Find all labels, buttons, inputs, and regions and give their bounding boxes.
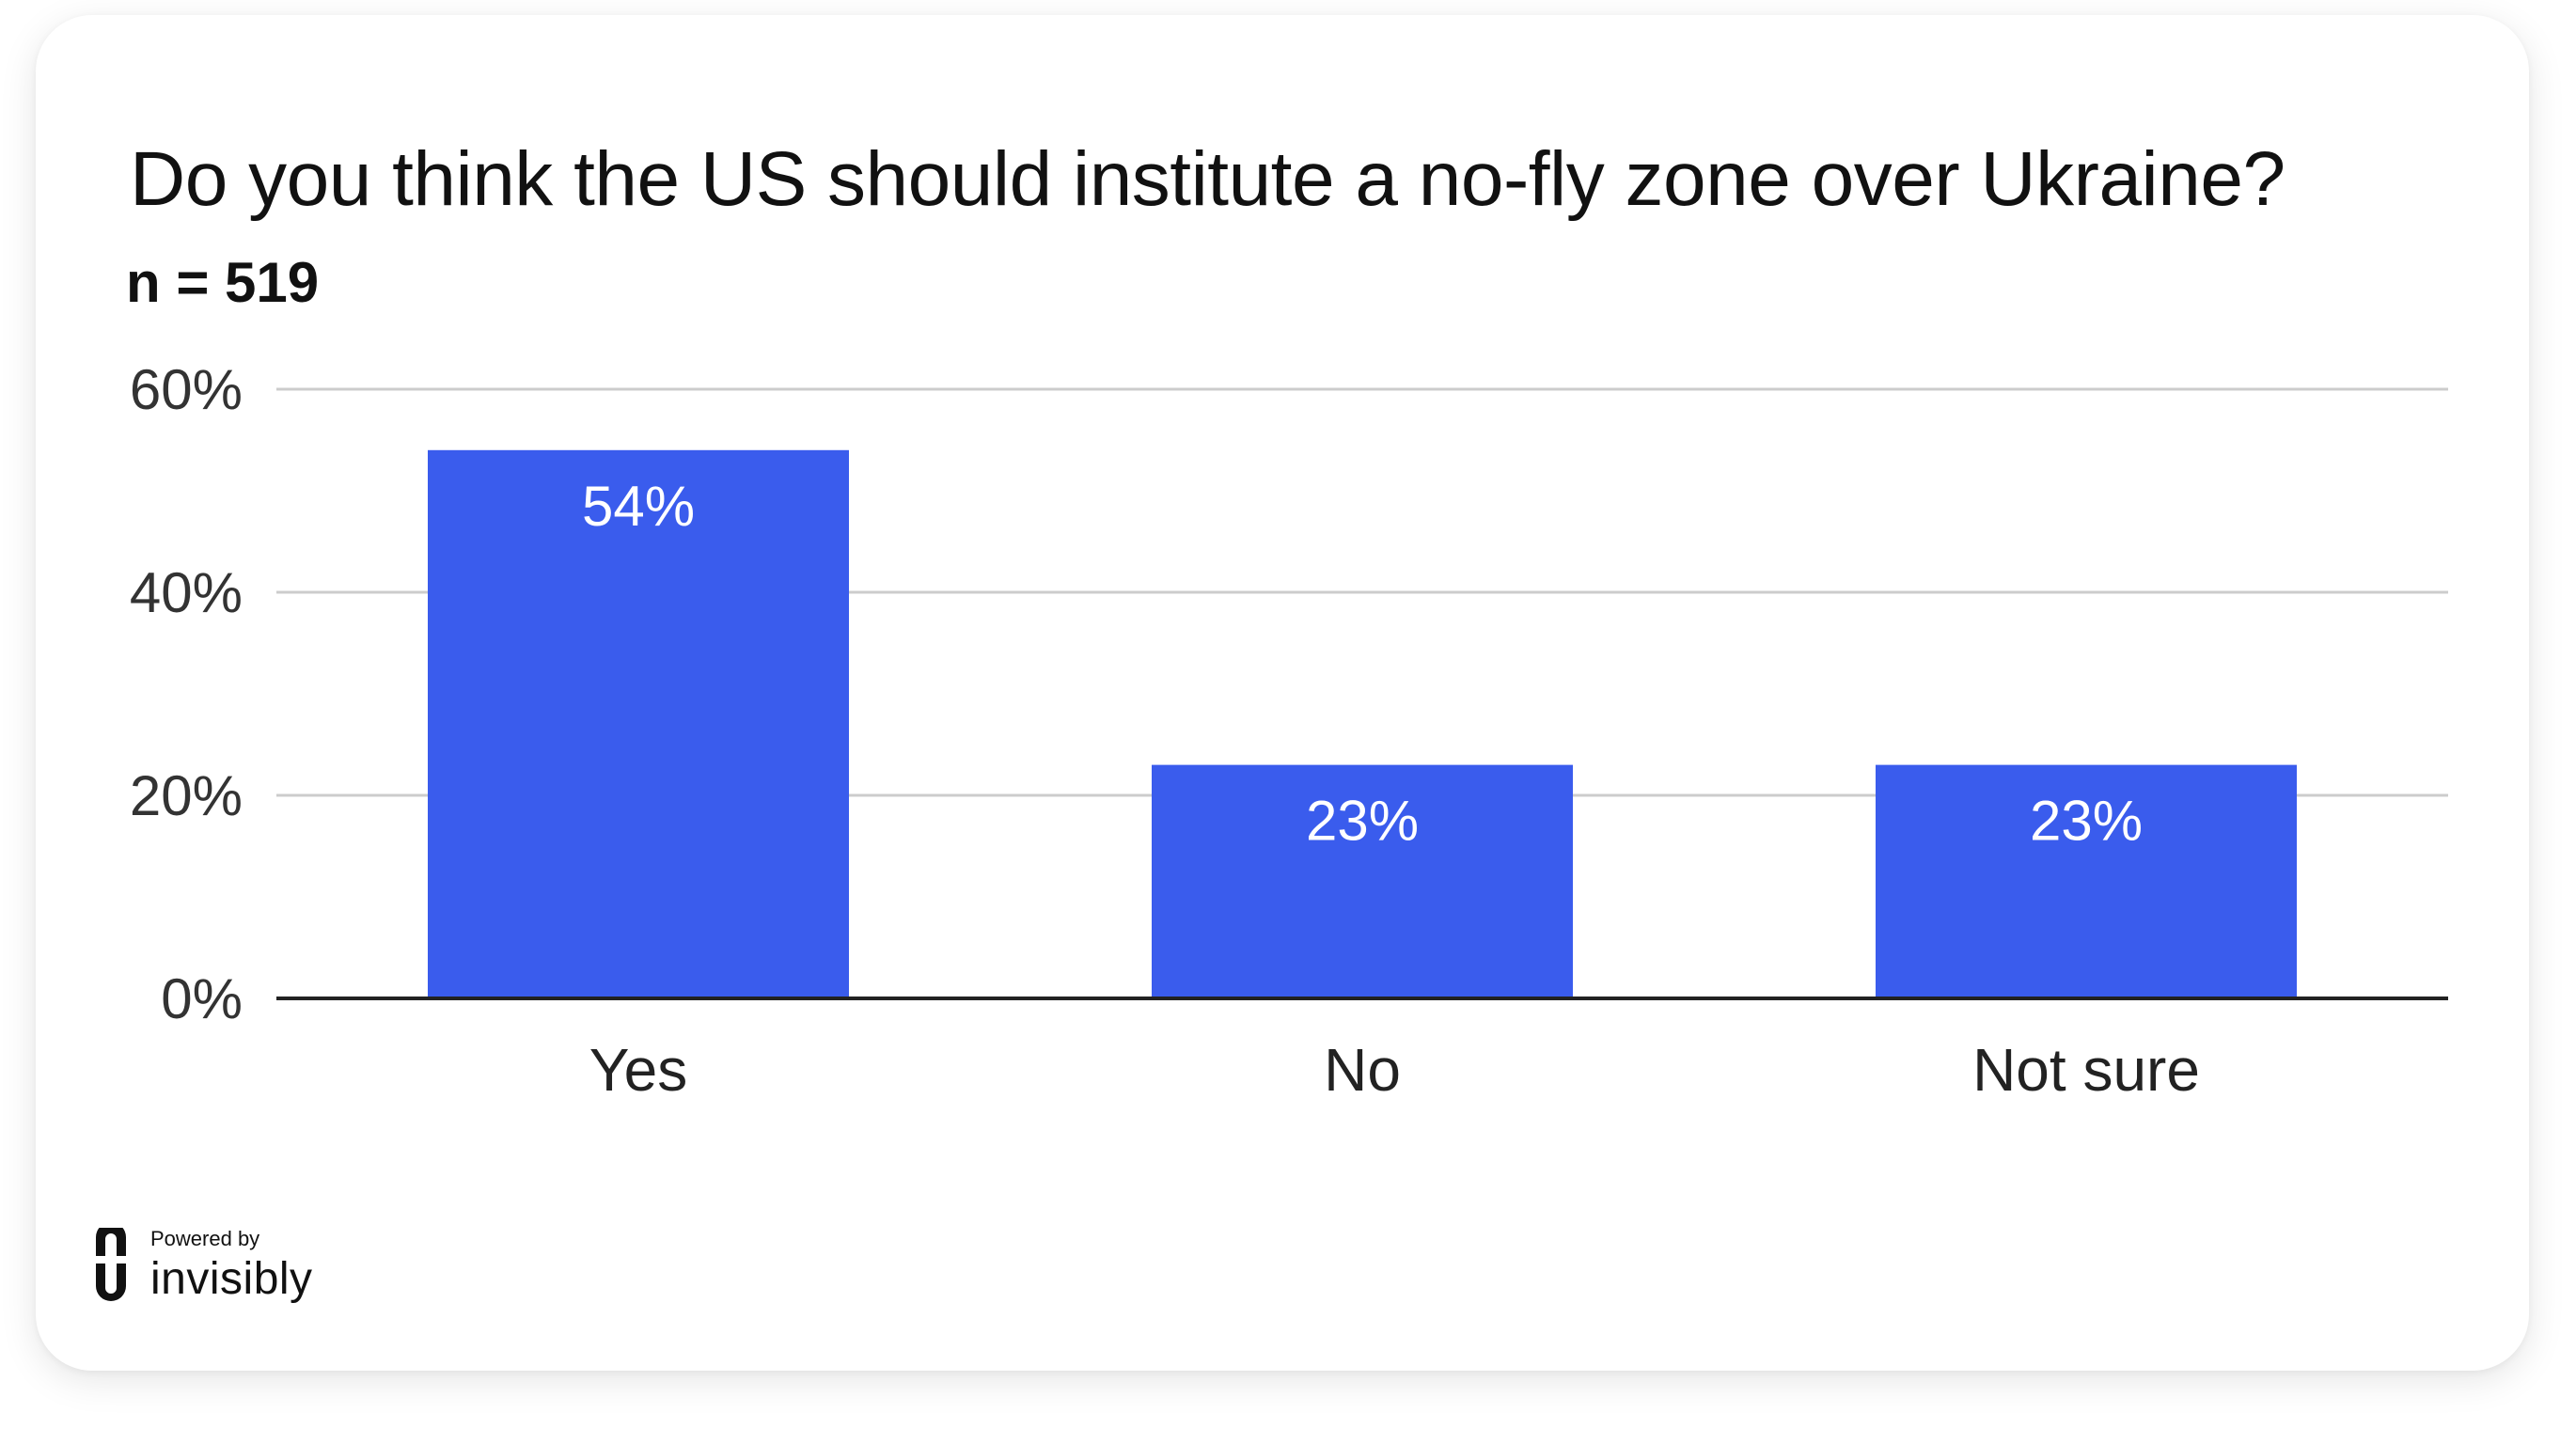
bar-value-label: 54% [582,475,695,538]
chart-title: Do you think the US should institute a n… [130,136,2285,222]
data-labels: 54% 23% 23% [582,475,2143,853]
x-category-label: Yes [589,1036,687,1104]
powered-by-text: Powered by [150,1227,260,1250]
bar-value-label: 23% [2030,790,2143,853]
y-tick-label: 60% [130,358,243,421]
category-labels: Yes No Not sure [589,1036,2200,1104]
chart-card: Do you think the US should institute a n… [36,15,2529,1371]
bar [1876,764,2297,998]
bar [428,449,849,998]
x-category-label: No [1324,1036,1401,1104]
y-tick-labels: 0% 20% 40% 60% [130,358,243,1030]
bar-value-label: 23% [1306,790,1419,853]
brand-name: invisibly [150,1254,313,1304]
x-category-label: Not sure [1972,1036,2200,1104]
bar-chart: 0% 20% 40% 60% Yes No Not sure 54% 23% 23% [130,358,2448,1104]
y-tick-label: 40% [130,561,243,624]
bar [1152,764,1573,998]
y-tick-label: 0% [161,967,243,1030]
bars [428,449,2297,998]
chart-subtitle: n = 519 [126,251,320,314]
powered-by-logo: Powered by invisibly [92,1228,313,1303]
y-tick-label: 20% [130,764,243,827]
invisibly-logo-icon [96,1228,126,1301]
